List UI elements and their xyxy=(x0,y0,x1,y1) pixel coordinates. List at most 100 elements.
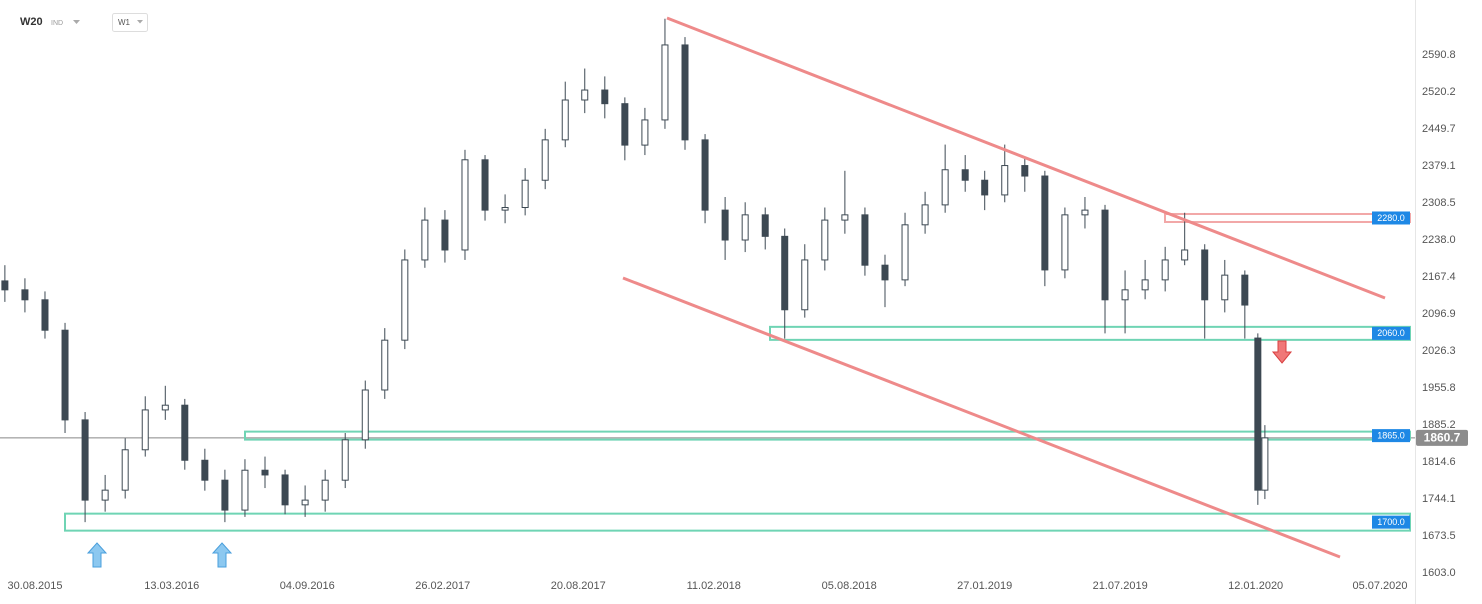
candle-body xyxy=(621,103,629,146)
drawings xyxy=(86,16,1386,568)
candle-body xyxy=(461,159,469,251)
x-tick-label: 30.08.2015 xyxy=(7,580,62,592)
candle-body xyxy=(941,169,949,206)
candle-body xyxy=(281,474,289,506)
candle-body xyxy=(581,89,589,101)
candle-body xyxy=(341,439,349,481)
y-tick-label: 2308.5 xyxy=(1422,197,1456,209)
y-tick-label: 2167.4 xyxy=(1422,271,1456,283)
upper-trend-line xyxy=(666,16,1386,300)
candle-body xyxy=(1121,289,1129,301)
candle-body xyxy=(181,404,189,461)
x-tick-label: 04.09.2016 xyxy=(280,580,335,592)
candle-body xyxy=(701,139,709,211)
x-tick-label: 11.02.2018 xyxy=(687,580,741,592)
candle-body xyxy=(1141,279,1149,291)
symbol-dropdown[interactable] xyxy=(73,20,80,24)
candle-body xyxy=(1181,249,1189,261)
candle-body xyxy=(641,119,649,146)
x-tick-label: 27.01.2019 xyxy=(957,580,1012,592)
x-tick-label: 05.07.2020 xyxy=(1352,580,1407,592)
y-tick-label: 1885.2 xyxy=(1422,419,1456,431)
candle-body xyxy=(41,299,49,331)
x-tick-label: 13.03.2016 xyxy=(144,580,199,592)
level-zone xyxy=(244,430,1411,441)
up-arrow xyxy=(86,542,108,568)
candle-body xyxy=(1221,274,1229,301)
level-tag-label: 2060.0 xyxy=(1377,328,1405,338)
candle-body xyxy=(1001,165,1009,196)
down-arrow xyxy=(1271,340,1293,364)
y-tick-label: 1814.6 xyxy=(1422,456,1456,468)
symbol: W20 xyxy=(20,16,43,28)
candle-body xyxy=(1041,175,1049,271)
candle-body xyxy=(421,219,429,261)
candle-body xyxy=(1,280,9,291)
candle-body xyxy=(81,419,89,501)
candle-body xyxy=(1261,437,1269,491)
candle-body xyxy=(1101,209,1109,301)
candle-body xyxy=(361,389,369,441)
level-tag xyxy=(1372,515,1410,529)
candle-body xyxy=(601,89,609,105)
interval: W1 xyxy=(118,18,131,27)
candle-body xyxy=(761,214,769,237)
candle-body xyxy=(781,235,789,311)
candle-body xyxy=(561,99,569,141)
candle-body xyxy=(21,289,29,301)
candle-body xyxy=(401,259,409,341)
candle-body xyxy=(881,264,889,281)
up-arrow xyxy=(211,542,233,568)
level-tag xyxy=(1372,429,1410,443)
candle-body xyxy=(241,469,249,511)
candle-body xyxy=(61,329,69,421)
candle-body xyxy=(301,499,309,506)
y-tick-label: 1603.0 xyxy=(1422,567,1456,579)
candle-body xyxy=(1241,274,1249,306)
x-tick-label: 20.08.2017 xyxy=(551,580,606,592)
y-tick-label: 2379.1 xyxy=(1422,160,1456,172)
level-tag-label: 1700.0 xyxy=(1377,517,1405,527)
level-zone xyxy=(64,512,1411,532)
candle-body xyxy=(801,259,809,311)
candle-body xyxy=(961,169,969,181)
candle-body xyxy=(261,469,269,476)
level-tag xyxy=(1372,326,1410,340)
interval-selector[interactable] xyxy=(112,13,148,32)
level-tag-label: 1865.0 xyxy=(1377,430,1405,440)
x-tick-label: 21.07.2019 xyxy=(1093,580,1148,592)
y-tick-label: 1744.1 xyxy=(1422,493,1456,505)
candle-body xyxy=(141,409,149,451)
candle-body xyxy=(741,214,749,241)
y-tick-label: 2238.0 xyxy=(1422,234,1456,246)
candle-body xyxy=(541,139,549,181)
x-tick-label: 05.08.2018 xyxy=(822,580,877,592)
candle-body xyxy=(381,339,389,391)
x-tick-label: 12.01.2020 xyxy=(1228,580,1283,592)
candle-body xyxy=(201,459,209,481)
axes: 2590.8 2520.2 2449.7 2379.1 2308.5 2238.0 2167… xyxy=(7,49,1468,592)
candle-body xyxy=(101,489,109,501)
candle-body xyxy=(221,479,229,511)
y-tick-label: 2449.7 xyxy=(1422,123,1456,135)
level-zone xyxy=(769,325,1411,341)
candle-body xyxy=(921,204,929,226)
candle-body xyxy=(981,179,989,196)
header: W20 IND W1 xyxy=(20,13,148,32)
candle-body xyxy=(861,214,869,266)
market: IND xyxy=(51,20,63,27)
candle-body xyxy=(1254,337,1262,491)
interval-dropdown xyxy=(137,20,143,24)
candle-body xyxy=(1161,259,1169,281)
candle-body xyxy=(161,404,169,411)
level-tag xyxy=(1372,211,1410,225)
candle-body xyxy=(821,219,829,261)
candle-body xyxy=(901,224,909,281)
candle-body xyxy=(841,214,849,221)
y-tick-label: 1673.5 xyxy=(1422,530,1456,542)
candle-body xyxy=(1021,165,1029,177)
y-tick-label: 2096.9 xyxy=(1422,308,1456,320)
candle-body xyxy=(121,449,129,491)
lower-trend-line xyxy=(622,276,1341,559)
